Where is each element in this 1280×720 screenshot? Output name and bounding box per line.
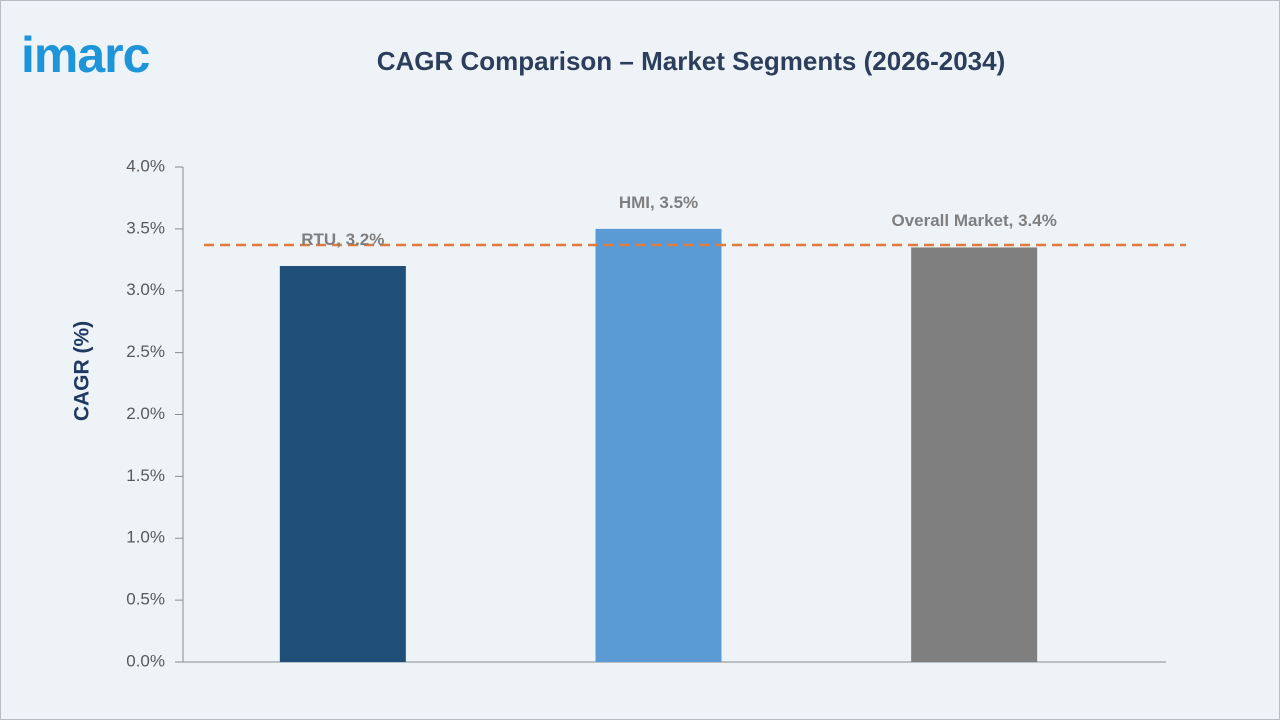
y-tick-label: 1.5% (126, 466, 165, 485)
value-label: RTU, 3.2% (301, 230, 385, 249)
y-tick-label: 4.0% (126, 156, 165, 175)
value-label: Overall Market, 3.4% (891, 211, 1057, 231)
chart-title: CAGR Comparison – Market Segments (2026-… (377, 46, 1006, 76)
y-tick-label: 1.0% (126, 528, 165, 547)
bar (911, 247, 1038, 662)
value-label: HMI, 3.5% (618, 192, 699, 212)
y-tick-label: 3.0% (126, 280, 165, 299)
y-tick-label: 2.5% (126, 342, 165, 361)
y-tick-label: 2.0% (126, 404, 165, 423)
y-tick-label: 0.5% (126, 590, 165, 609)
bar (279, 266, 406, 662)
bar (595, 228, 722, 662)
y-axis-label: CAGR (%) (71, 321, 94, 421)
y-tick-label: 0.0% (126, 651, 165, 670)
y-tick-label: 3.5% (126, 218, 165, 237)
logo: imarc (21, 27, 150, 83)
